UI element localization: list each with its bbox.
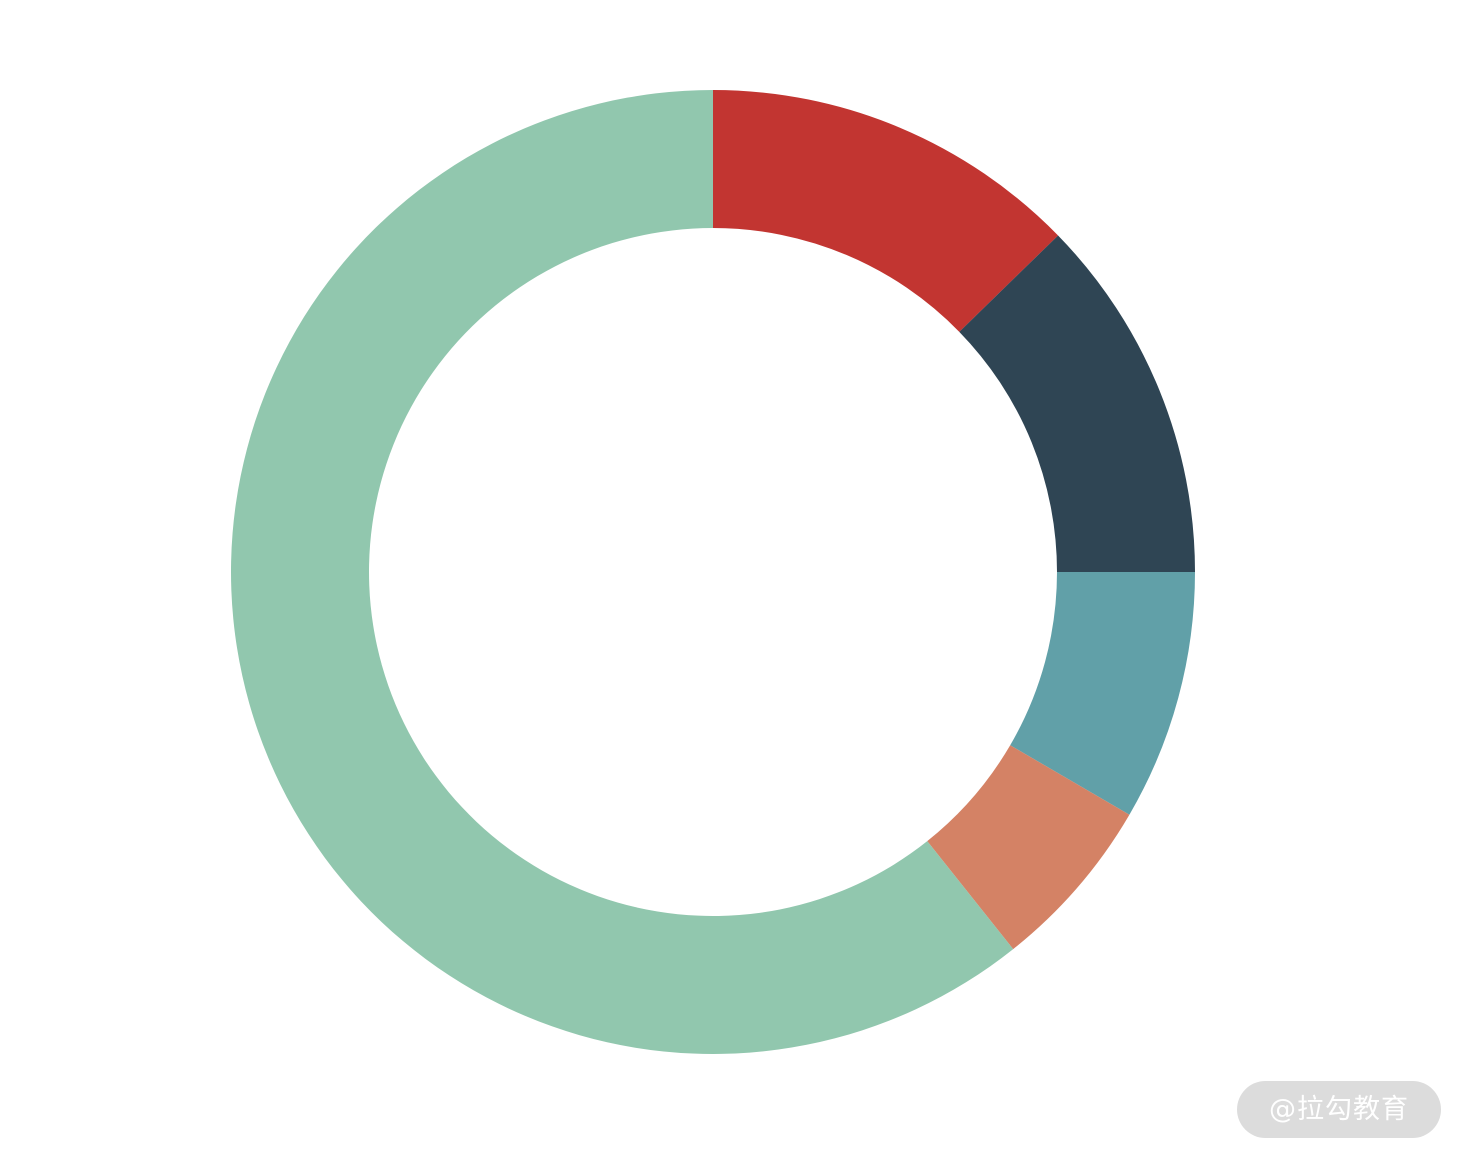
donut-slice-5 xyxy=(231,90,1014,1054)
donut-slice-4 xyxy=(927,745,1130,950)
donut-slice-1 xyxy=(713,90,1059,332)
donut-slice-3 xyxy=(1010,572,1195,815)
donut-slices xyxy=(231,90,1195,1054)
donut-slice-2 xyxy=(959,235,1195,573)
watermark-logo: @拉勾教育 xyxy=(1237,1081,1441,1138)
